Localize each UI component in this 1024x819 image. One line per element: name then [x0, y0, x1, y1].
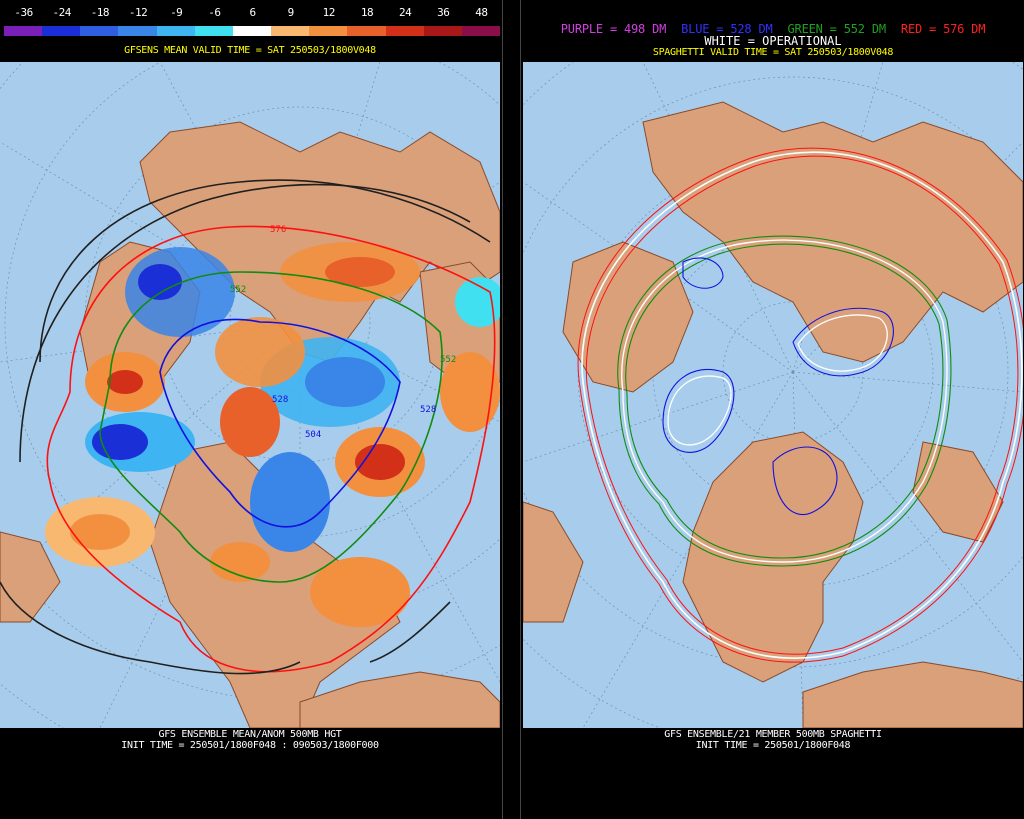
right-map-title: SPAGHETTI VALID TIME = SAT 250503/1800V0… [652, 47, 894, 58]
legend-purple: PURPLE = 498 DM [560, 22, 667, 36]
height-contours [0, 179, 496, 675]
spaghetti-map [523, 62, 1023, 728]
operational-528-east [797, 314, 888, 372]
right-footer-title: GFS ENSEMBLE/21 MEMBER 500MB SPAGHETTI [664, 729, 882, 740]
scale-swatch [156, 26, 195, 36]
legend-blue: BLUE = 528 DM [681, 22, 773, 36]
scale-label: 12 [322, 6, 336, 19]
scale-label: -6 [208, 6, 221, 19]
scale-label: 36 [437, 6, 450, 19]
scale-swatch [4, 26, 43, 36]
scale-label: 18 [360, 6, 374, 19]
contour-label-576: 576 [270, 225, 286, 235]
scale-swatch [118, 26, 157, 36]
scale-swatch [271, 26, 310, 36]
scale-swatch [194, 26, 233, 36]
anomaly-color-scale: -36 -24 -18 -12 -9 -6 6 9 12 18 24 36 48 [4, 6, 500, 36]
operational-552-contour [621, 239, 948, 563]
scale-swatch [309, 26, 348, 36]
scale-label: -18 [90, 6, 110, 19]
scale-label: 9 [287, 6, 295, 19]
contour-label-528-east: 528 [420, 405, 436, 415]
spaghetti-528-blue [662, 257, 894, 516]
scale-labels: -36 -24 -18 -12 -9 -6 6 9 12 18 24 36 48 [4, 6, 500, 20]
scale-label: -36 [14, 6, 33, 19]
scale-label: 48 [475, 6, 488, 19]
scale-label: 6 [249, 6, 256, 19]
ensemble-mean-panel: -36 -24 -18 -12 -9 -6 6 9 12 18 24 36 48 GFSENS MEAN… [0, 0, 500, 819]
legend-operational: WHITE = OPERATIONAL [704, 34, 842, 48]
right-footer-init: INIT TIME = 250501/1800F048 [695, 740, 851, 751]
ensemble-mean-map: 576 552 528 504 528 552 [0, 62, 500, 728]
contour-label-552-east: 552 [440, 355, 456, 365]
legend-red: RED = 576 DM [900, 22, 986, 36]
spaghetti-legend: PURPLE = 498 DM BLUE = 528 DM GREEN = 55… [523, 22, 1023, 36]
contour-label-528: 528 [272, 395, 288, 405]
scale-label: -9 [170, 6, 183, 19]
left-footer-init: INIT TIME = 250501/1800F048 : 090503/180… [121, 740, 379, 751]
scale-swatch [461, 26, 500, 36]
contour-label-552: 552 [230, 285, 246, 295]
scale-swatch [42, 26, 81, 36]
operational-576-contour [581, 151, 1023, 659]
height-anomaly-shading [45, 242, 500, 627]
scale-swatch [347, 26, 386, 36]
left-footer-title: GFS ENSEMBLE MEAN/ANOM 500MB HGT [158, 729, 342, 740]
scale-label: 24 [398, 6, 412, 19]
scale-swatch [80, 26, 119, 36]
panel-divider [502, 0, 521, 819]
legend-green: GREEN = 552 DM [787, 22, 887, 36]
operational-528-west [667, 375, 732, 446]
contour-labels: 576 552 528 504 528 552 [230, 225, 456, 440]
scale-label: -24 [52, 6, 72, 19]
spaghetti-panel: PURPLE = 498 DM BLUE = 528 DM GREEN = 55… [523, 0, 1023, 819]
scale-swatch [385, 26, 424, 36]
scale-swatch [423, 26, 462, 36]
left-map-title: GFSENS MEAN VALID TIME = SAT 250503/1800… [124, 45, 376, 56]
scale-swatches [4, 26, 500, 36]
scale-label: -12 [128, 6, 148, 19]
contour-label-504: 504 [305, 430, 321, 440]
scale-swatch [232, 26, 272, 36]
